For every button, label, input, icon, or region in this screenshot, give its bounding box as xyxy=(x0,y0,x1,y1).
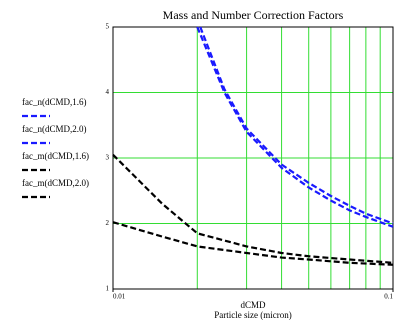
y-tick-label: 1 xyxy=(106,285,110,293)
legend-label: fac_m(dCMD,2.0) xyxy=(22,178,89,188)
legend-label: fac_n(dCMD,1.6) xyxy=(22,97,87,107)
x-axis-label: dCMD xyxy=(240,300,266,310)
y-tick-label: 4 xyxy=(106,88,110,96)
legend-label: fac_n(dCMD,2.0) xyxy=(22,124,87,134)
y-tick-label: 3 xyxy=(106,154,110,162)
y-tick-label: 5 xyxy=(106,23,110,31)
plot-frame xyxy=(112,26,394,290)
x-axis-sublabel: Particle size (micron) xyxy=(214,310,291,320)
legend-label: fac_m(dCMD,1.6) xyxy=(22,151,89,161)
x-tick-label: 0.1 xyxy=(384,293,393,301)
series-line xyxy=(112,221,394,266)
y-tick-label: 2 xyxy=(106,219,110,227)
x-tick-label: 0.01 xyxy=(113,293,126,301)
series-line xyxy=(196,26,394,228)
chart-title: Mass and Number Correction Factors xyxy=(163,8,344,22)
series-line xyxy=(199,26,394,225)
series-line xyxy=(112,153,394,264)
